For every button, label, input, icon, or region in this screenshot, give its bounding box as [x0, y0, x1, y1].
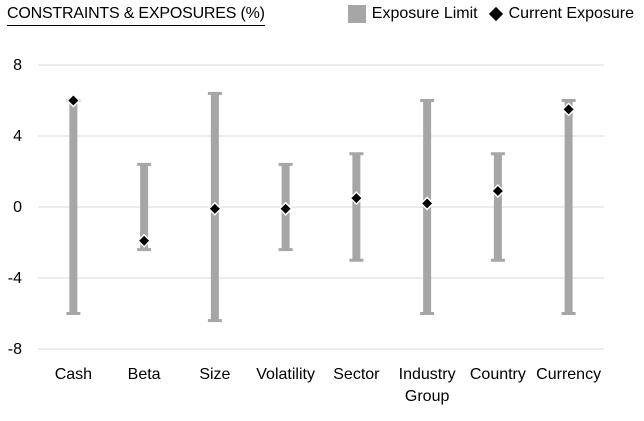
legend-bar-swatch [347, 5, 366, 23]
exposure-marker [278, 201, 293, 216]
exposure-marker [561, 102, 576, 117]
exposure-marker [490, 183, 505, 199]
legend-item-exposure-limit: Exposure Limit [347, 5, 478, 23]
legend: Exposure Limit Current Exposure [338, 5, 634, 23]
legend-item-current-exposure: Current Exposure [488, 5, 634, 23]
exposure-marker [349, 191, 364, 206]
legend-label-current-exposure: Current Exposure [508, 5, 634, 22]
x-category-label: Beta [128, 366, 161, 383]
exposure-marker [207, 201, 222, 216]
y-tick-label: -8 [8, 341, 22, 358]
x-category-label: Volatility [256, 366, 315, 383]
exposure-marker [137, 233, 152, 248]
exposure-marker [420, 196, 435, 211]
x-category-label: Size [199, 366, 230, 383]
x-category-label: Industry [399, 366, 456, 383]
exposure-marker [66, 93, 81, 108]
legend-label-exposure-limit: Exposure Limit [371, 5, 478, 22]
y-tick-label: -4 [8, 270, 22, 287]
x-category-label: Cash [55, 366, 92, 383]
x-category-label: Country [470, 366, 526, 383]
x-category-label: Group [405, 388, 450, 405]
y-tick-label: 4 [13, 128, 22, 145]
x-category-label: Sector [333, 366, 380, 383]
y-tick-label: 0 [13, 199, 22, 216]
chart-title: CONSTRAINTS & EXPOSURES (%) [7, 5, 265, 26]
y-tick-label: 8 [13, 57, 22, 74]
x-category-label: Currency [536, 366, 601, 383]
